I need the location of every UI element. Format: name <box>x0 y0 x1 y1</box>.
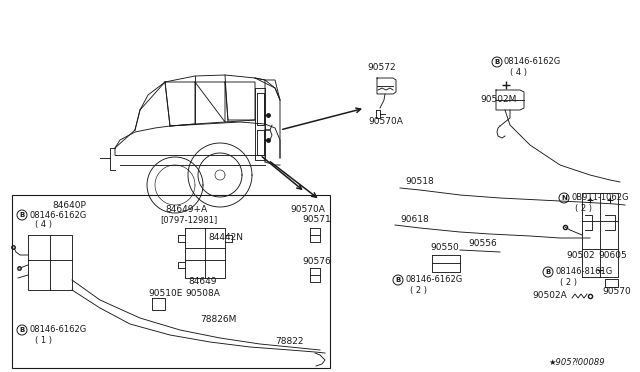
Text: 84640P: 84640P <box>52 201 86 209</box>
Text: 84649+A: 84649+A <box>165 205 207 215</box>
Text: 08146-8161G: 08146-8161G <box>555 267 612 276</box>
Text: 08146-6162G: 08146-6162G <box>29 211 86 219</box>
Bar <box>12 195 330 368</box>
Text: ( 4 ): ( 4 ) <box>35 221 52 230</box>
Text: B: B <box>19 327 24 333</box>
Text: 90570: 90570 <box>602 288 631 296</box>
Text: 90605: 90605 <box>598 250 627 260</box>
Text: 90570A: 90570A <box>290 205 325 215</box>
Text: ( 1 ): ( 1 ) <box>35 336 52 344</box>
Text: 90502: 90502 <box>566 250 595 260</box>
Text: [0797-12981]: [0797-12981] <box>160 215 217 224</box>
Text: ( 2 ): ( 2 ) <box>575 203 592 212</box>
Text: 90510E: 90510E <box>148 289 182 298</box>
Text: ★905⁈00089: ★905⁈00089 <box>548 357 605 366</box>
Text: ( 2 ): ( 2 ) <box>560 278 577 286</box>
Text: 0B911-1062G: 0B911-1062G <box>571 193 628 202</box>
Text: 90571: 90571 <box>302 215 331 224</box>
Text: 90572: 90572 <box>367 64 396 73</box>
Text: 90618: 90618 <box>400 215 429 224</box>
Text: 90502M: 90502M <box>480 96 516 105</box>
Text: 84649: 84649 <box>188 278 216 286</box>
Text: 90502A: 90502A <box>532 292 567 301</box>
Text: 90518: 90518 <box>405 177 434 186</box>
Text: 90570A: 90570A <box>368 118 403 126</box>
Text: 90556: 90556 <box>468 240 497 248</box>
Text: B: B <box>545 269 550 275</box>
Text: 78822: 78822 <box>275 337 303 346</box>
Text: N: N <box>561 195 567 201</box>
Text: 90576: 90576 <box>302 257 331 266</box>
Text: 90508A: 90508A <box>185 289 220 298</box>
Text: 08146-6162G: 08146-6162G <box>29 326 86 334</box>
Text: ( 2 ): ( 2 ) <box>410 285 427 295</box>
Text: 08146-6162G: 08146-6162G <box>504 58 561 67</box>
Text: 78826M: 78826M <box>200 315 236 324</box>
Text: B: B <box>19 212 24 218</box>
Text: 90550: 90550 <box>430 244 459 253</box>
Text: ( 4 ): ( 4 ) <box>510 67 527 77</box>
Text: B: B <box>396 277 401 283</box>
Text: 84442N: 84442N <box>208 234 243 243</box>
Text: B: B <box>494 59 500 65</box>
Text: 08146-6162G: 08146-6162G <box>405 276 462 285</box>
